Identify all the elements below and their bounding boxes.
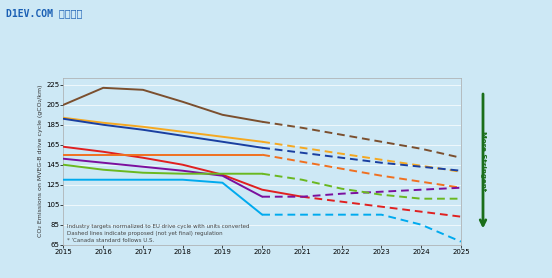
Text: Industry targets normalized to EU drive cycle with units converted
Dashed lines : Industry targets normalized to EU drive …: [67, 224, 250, 243]
Y-axis label: CO₂ Emissions on MVEG-B drive cycle (gCO₂/km): CO₂ Emissions on MVEG-B drive cycle (gCO…: [38, 85, 43, 237]
Text: D1EV.COM 第一电动: D1EV.COM 第一电动: [6, 8, 82, 18]
Text: More Stringent: More Stringent: [480, 131, 486, 191]
